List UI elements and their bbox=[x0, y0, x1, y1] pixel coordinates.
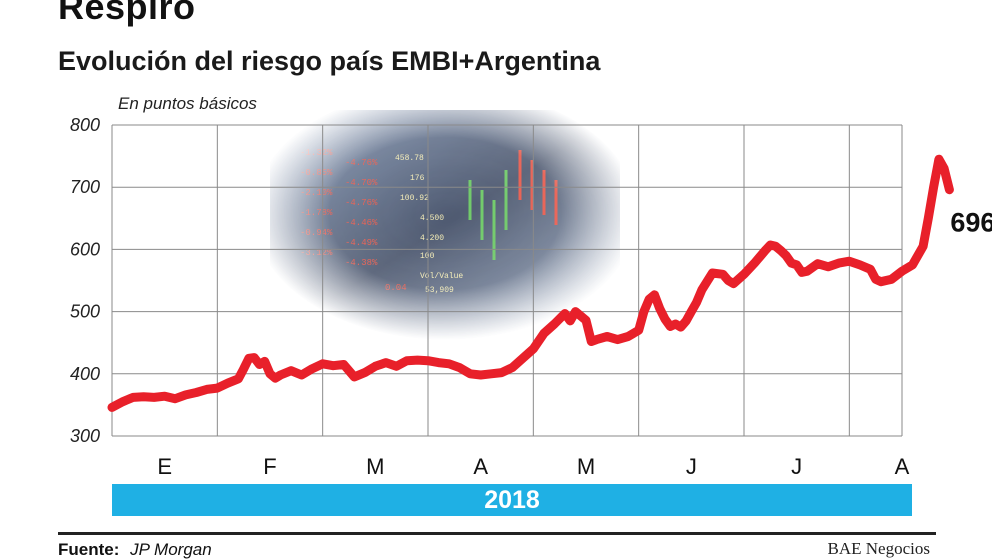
x-tick-label-4: M bbox=[577, 454, 595, 479]
year-label: 2018 bbox=[484, 485, 540, 514]
series-line bbox=[107, 154, 954, 412]
x-tick-label-3: A bbox=[473, 454, 488, 479]
x-tick-label-0: E bbox=[157, 454, 172, 479]
year-band: 2018 bbox=[112, 484, 912, 516]
x-tick-label-5: J bbox=[686, 454, 697, 479]
publisher-brand: BAE Negocios bbox=[827, 539, 930, 558]
x-tick-label-1: F bbox=[263, 454, 276, 479]
source-label: Fuente: bbox=[58, 540, 120, 559]
svg-text:-0.94%: -0.94% bbox=[300, 228, 333, 238]
svg-text:-4.76%: -4.76% bbox=[345, 158, 378, 168]
last-value-label: 696 bbox=[950, 208, 992, 238]
svg-text:-0.85%: -0.85% bbox=[300, 168, 333, 178]
svg-text:4.200: 4.200 bbox=[420, 234, 444, 243]
source-line: Fuente: JP Morgan bbox=[58, 540, 212, 560]
y-axis: 300 400 500 600 700 800 bbox=[70, 115, 100, 446]
svg-text:-1.32%: -1.32% bbox=[300, 148, 333, 158]
svg-text:176: 176 bbox=[410, 174, 425, 183]
svg-text:458.78: 458.78 bbox=[395, 154, 424, 163]
x-tick-label-7: A bbox=[895, 454, 910, 479]
svg-text:100: 100 bbox=[420, 252, 435, 261]
chart-subtitle: Evolución del riesgo país EMBI+Argentina bbox=[58, 46, 601, 76]
svg-text:0.04: 0.04 bbox=[385, 283, 407, 293]
x-tick-label-6: J bbox=[791, 454, 802, 479]
y-tick-label-500: 500 bbox=[70, 302, 100, 322]
svg-text:4.500: 4.500 bbox=[420, 214, 444, 223]
stock-market-screen-photo: -1.32% -0.85% -2.10% -1.78% -0.94% -3.12% -4.… bbox=[270, 110, 620, 340]
y-tick-label-600: 600 bbox=[70, 239, 100, 259]
y-tick-label-300: 300 bbox=[70, 426, 100, 446]
x-tick-label-2: M bbox=[366, 454, 384, 479]
y-tick-label-400: 400 bbox=[70, 364, 100, 384]
y-axis-unit-label: En puntos básicos bbox=[118, 94, 257, 113]
headline: Respiro bbox=[58, 0, 196, 27]
svg-text:-4.46%: -4.46% bbox=[345, 218, 378, 228]
series-embi-argentina bbox=[107, 154, 954, 412]
footer-divider bbox=[58, 532, 936, 535]
svg-text:-2.10%: -2.10% bbox=[300, 188, 333, 198]
y-tick-label-800: 800 bbox=[70, 115, 100, 135]
svg-text:-4.76%: -4.76% bbox=[345, 198, 378, 208]
svg-text:-4.38%: -4.38% bbox=[345, 258, 378, 268]
svg-text:Vol/Value: Vol/Value bbox=[420, 272, 463, 281]
svg-text:-4.70%: -4.70% bbox=[345, 178, 378, 188]
last-value-label-group: 696 bbox=[950, 208, 992, 238]
svg-text:53,909: 53,909 bbox=[425, 286, 454, 295]
source-value: JP Morgan bbox=[130, 540, 212, 559]
y-tick-label-700: 700 bbox=[70, 177, 100, 197]
svg-text:100.92: 100.92 bbox=[400, 194, 429, 203]
svg-text:-4.49%: -4.49% bbox=[345, 238, 378, 248]
svg-text:-1.78%: -1.78% bbox=[300, 208, 333, 218]
svg-text:-3.12%: -3.12% bbox=[300, 248, 333, 258]
